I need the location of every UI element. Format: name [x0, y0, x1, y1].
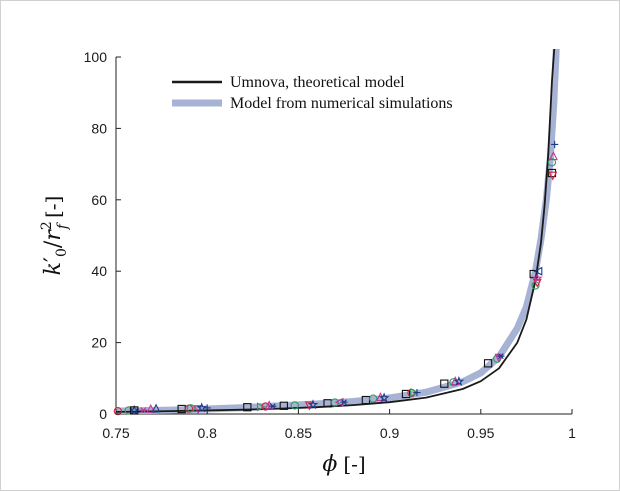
x-axis-label: ϕ [-]	[322, 452, 365, 477]
y-tick-label: 60	[91, 192, 107, 208]
data-point-square	[401, 389, 411, 399]
x-tick-label: 0.9	[380, 425, 400, 441]
data-point-square	[243, 403, 252, 412]
data-point-square	[483, 359, 493, 368]
data-point-circle	[186, 404, 195, 413]
data-point-asterisk	[340, 399, 348, 406]
data-point-circle	[330, 398, 340, 407]
y-tick-label: 20	[91, 335, 107, 351]
legend-label-umnova: Umnova, theoretical model	[230, 74, 405, 91]
data-point-square	[130, 406, 139, 415]
data-point-circle	[261, 402, 270, 411]
data-point-asterisk	[269, 403, 277, 410]
legend-label-numerical: Model from numerical simulations	[230, 95, 453, 112]
data-point-asterisk	[497, 353, 505, 360]
y-tick-label: 80	[91, 120, 107, 136]
data-point-circle	[547, 158, 557, 167]
x-tick-label: 0.75	[102, 425, 129, 441]
data-point-triangle-up	[151, 403, 161, 413]
data-point-circle	[369, 394, 378, 403]
data-point-circle	[113, 406, 122, 416]
data-point-star	[453, 375, 465, 387]
data-point-triangle-up	[264, 400, 274, 410]
x-tick-label: 0.85	[285, 425, 312, 441]
data-point-triangle-up	[548, 151, 558, 161]
data-point-asterisk	[139, 407, 147, 413]
markers	[113, 140, 559, 416]
x-tick-label: 0.95	[467, 425, 494, 441]
legend: Umnova, theoretical model Model from num…	[172, 74, 453, 112]
data-point-star	[532, 272, 543, 283]
data-point-square	[279, 401, 288, 410]
y-tick-label: 0	[99, 406, 107, 422]
ticks: 0.75 0.8 0.85 0.9 0.95 1 0 20 40 60 80 100	[84, 49, 576, 441]
y-axis-label: k′0/r2f[-]	[39, 196, 71, 276]
y-tick-label: 100	[84, 49, 108, 65]
data-point-triangle-down	[548, 171, 558, 181]
data-point-triangle-right	[410, 388, 420, 398]
data-point-square	[440, 379, 449, 388]
data-point-plus	[551, 140, 559, 149]
x-tick-label: 1	[568, 425, 576, 441]
series-numerical-simulations	[116, 49, 560, 414]
data-point-star	[378, 392, 390, 403]
data-point-star	[128, 404, 140, 415]
data-point-triangle-right	[256, 402, 266, 412]
data-point-star	[196, 402, 208, 413]
data-point-triangle-down	[532, 278, 542, 288]
x-tick-label: 0.8	[197, 425, 217, 441]
data-point-triangle-up	[450, 376, 460, 386]
y-tick-label: 40	[91, 263, 107, 279]
curves	[116, 49, 560, 414]
data-point-circle	[290, 401, 299, 410]
data-point-star	[307, 399, 319, 410]
axes	[115, 57, 572, 415]
data-point-triangle-left	[533, 266, 543, 276]
data-point-plus	[413, 388, 421, 397]
data-point-triangle-up	[146, 403, 156, 413]
series-umnova-theoretical	[116, 49, 556, 413]
